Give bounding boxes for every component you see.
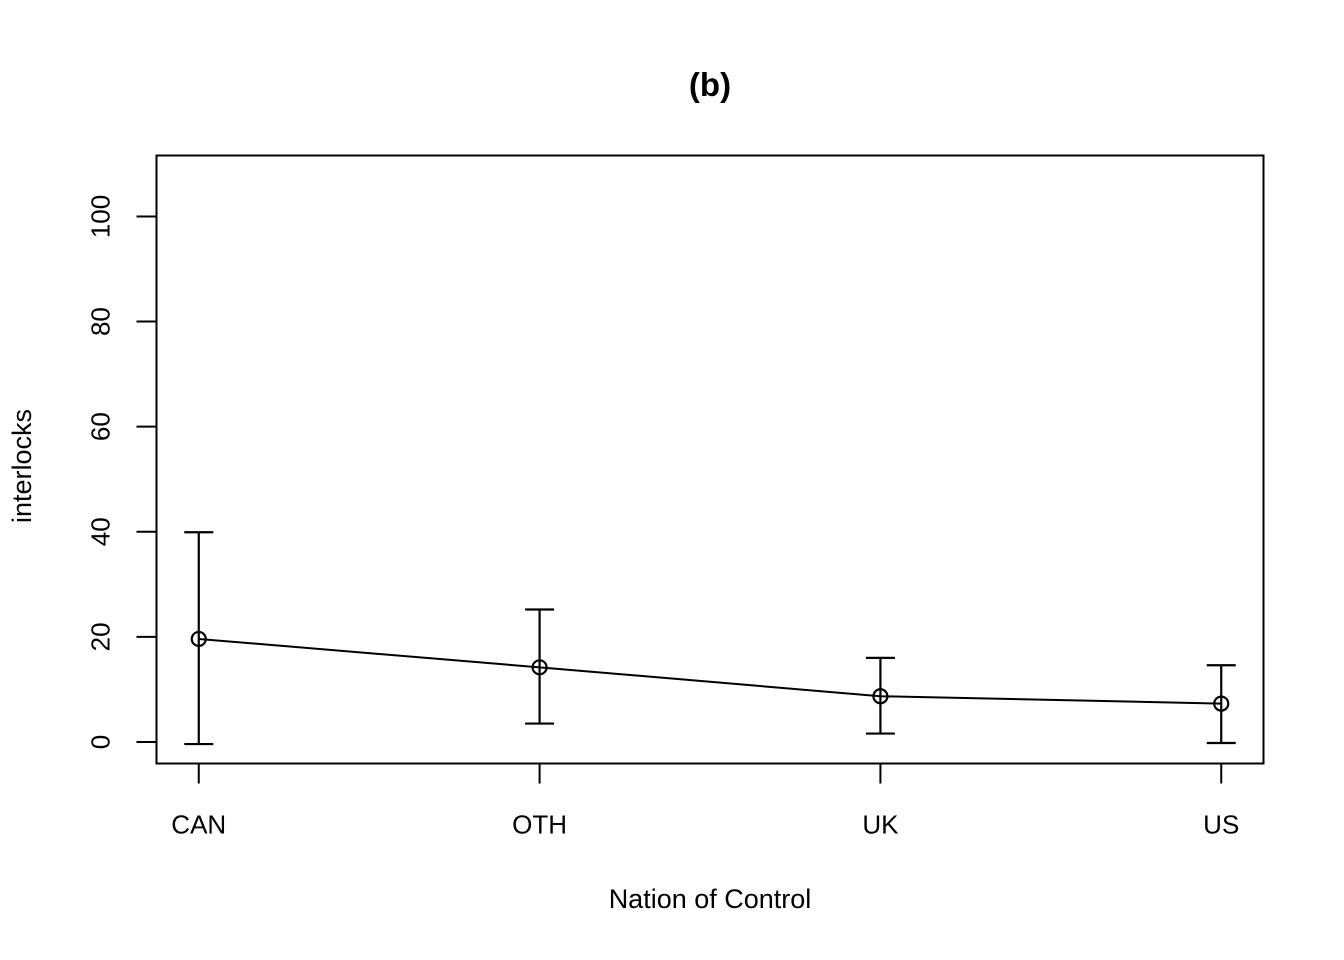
- x-tick-label-uk: UK: [862, 810, 899, 840]
- data-point-oth: [531, 659, 548, 676]
- error-bar-can: [184, 531, 214, 746]
- series-line: [198, 637, 1222, 705]
- x-tick-label-can: CAN: [171, 810, 226, 840]
- x-tick-label-us: US: [1203, 810, 1239, 840]
- error-bar-us: [1206, 664, 1236, 745]
- chart-title: (b): [689, 66, 731, 103]
- y-tick-label: 40: [86, 517, 116, 546]
- data-point-uk: [872, 688, 889, 705]
- y-tick-label: 80: [86, 307, 116, 336]
- plot-area: 0 20 40 60 80 100 CAN OTH UK US: [86, 154, 1265, 840]
- x-tick-label-oth: OTH: [512, 810, 567, 840]
- y-tick-label: 20: [86, 622, 116, 651]
- plot-border: [155, 154, 1265, 765]
- data-point-us: [1213, 695, 1230, 712]
- y-tick-label: 100: [86, 195, 116, 238]
- x-axis-label: Nation of Control: [609, 884, 812, 914]
- y-axis-label: interlocks: [7, 409, 37, 523]
- y-tick-label: 60: [86, 412, 116, 441]
- data-point-can: [190, 630, 207, 648]
- y-tick-label: 0: [86, 735, 116, 749]
